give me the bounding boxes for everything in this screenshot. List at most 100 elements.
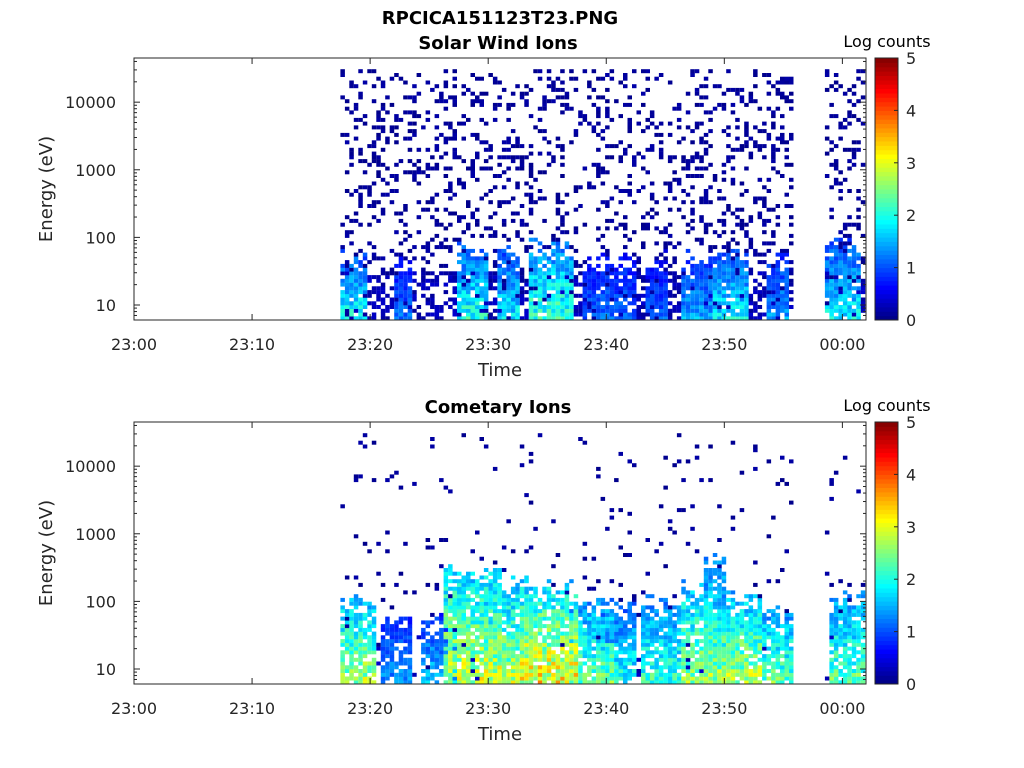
heatmap-cell	[856, 252, 861, 257]
heatmap-cell	[829, 271, 834, 276]
heatmap-cell	[623, 73, 628, 77]
heatmap-cell	[717, 252, 722, 257]
x-tick-label: 23:00	[111, 335, 157, 354]
heatmap-cell	[703, 650, 709, 655]
heatmap-cell	[726, 305, 731, 309]
heatmap-cell	[838, 245, 843, 250]
heatmap-cell	[466, 166, 471, 171]
heatmap-cell	[457, 642, 462, 647]
heatmap-cell	[587, 80, 592, 85]
heatmap-cell	[726, 260, 731, 265]
heatmap-cell	[667, 132, 673, 137]
heatmap-cell	[842, 286, 848, 291]
heatmap-cell	[470, 646, 475, 651]
heatmap-cell	[596, 147, 601, 152]
heatmap-cell	[735, 117, 740, 122]
heatmap-cell	[569, 286, 574, 291]
heatmap-cell	[528, 500, 534, 505]
heatmap-cell	[519, 204, 525, 208]
heatmap-cell	[353, 218, 359, 223]
heatmap-cell	[789, 639, 794, 644]
heatmap-cell	[730, 680, 736, 685]
heatmap-cell	[533, 237, 538, 242]
heatmap-cell	[344, 676, 350, 681]
heatmap-cell	[739, 665, 745, 670]
heatmap-cell	[735, 222, 740, 227]
heatmap-cell	[475, 586, 480, 591]
heatmap-cell	[681, 665, 686, 670]
heatmap-cell	[533, 654, 538, 659]
heatmap-cell	[492, 609, 498, 614]
heatmap-cell	[721, 278, 727, 283]
heatmap-cell	[376, 293, 381, 298]
heatmap-cell	[528, 196, 534, 201]
heatmap-cell	[524, 91, 529, 96]
heatmap-cell	[524, 586, 529, 591]
heatmap-cell	[492, 676, 498, 681]
heatmap-cell	[748, 642, 754, 647]
heatmap-cell	[358, 316, 363, 321]
heatmap-cell	[685, 639, 691, 644]
heatmap-cell	[470, 286, 475, 291]
heatmap-cell	[533, 286, 538, 291]
heatmap-cell	[829, 114, 834, 119]
heatmap-cell	[349, 635, 354, 640]
heatmap-cell	[775, 631, 781, 636]
heatmap-cell	[587, 646, 592, 651]
heatmap-cell	[605, 125, 610, 130]
heatmap-cell	[753, 620, 758, 625]
heatmap-cell	[632, 200, 637, 205]
heatmap-cell	[569, 293, 574, 298]
heatmap-cell	[340, 305, 345, 309]
heatmap-cell	[434, 233, 440, 238]
heatmap-cell	[394, 271, 399, 276]
heatmap-cell	[466, 680, 471, 685]
heatmap-cell	[533, 646, 538, 651]
heatmap-cell	[582, 639, 588, 644]
heatmap-cell	[605, 624, 610, 629]
heatmap-cell	[735, 642, 740, 647]
heatmap-cell	[497, 594, 502, 599]
heatmap-cell	[685, 174, 691, 178]
heatmap-cell	[654, 76, 659, 81]
heatmap-cell	[524, 155, 529, 160]
heatmap-cell	[618, 263, 623, 268]
heatmap-cell	[466, 579, 471, 584]
heatmap-cell	[632, 661, 637, 666]
heatmap-cell	[560, 263, 565, 268]
heatmap-cell	[515, 271, 520, 276]
heatmap-cell	[510, 601, 516, 606]
heatmap-cell	[681, 590, 686, 595]
heatmap-cell	[569, 676, 574, 681]
heatmap-cell	[358, 624, 363, 629]
heatmap-cell	[838, 624, 843, 629]
heatmap-cell	[412, 297, 417, 302]
heatmap-cell	[717, 669, 722, 673]
heatmap-cell	[829, 301, 834, 306]
heatmap-cell	[362, 601, 368, 606]
heatmap-cell	[533, 650, 538, 655]
heatmap-cell	[663, 230, 668, 235]
heatmap-cell	[649, 297, 655, 302]
heatmap-cell	[721, 245, 727, 250]
heatmap-cell	[528, 601, 534, 606]
colorbar-segment	[875, 280, 898, 286]
heatmap-cell	[398, 159, 404, 164]
heatmap-cell	[784, 657, 789, 662]
heatmap-cell	[506, 316, 511, 321]
heatmap-cell	[842, 260, 848, 265]
heatmap-cell	[385, 650, 390, 655]
heatmap-cell	[524, 646, 529, 651]
heatmap-cell	[708, 245, 713, 250]
heatmap-cell	[515, 676, 520, 681]
heatmap-cell	[645, 538, 650, 542]
heatmap-cell	[506, 252, 511, 257]
heatmap-cell	[824, 125, 830, 130]
colorbar-segment	[875, 123, 898, 129]
heatmap-cell	[609, 308, 615, 313]
heatmap-cell	[744, 316, 749, 321]
heatmap-cell	[721, 290, 727, 295]
heatmap-cell	[452, 151, 457, 156]
colorbar-segment	[875, 101, 898, 107]
heatmap-cell	[703, 263, 709, 268]
